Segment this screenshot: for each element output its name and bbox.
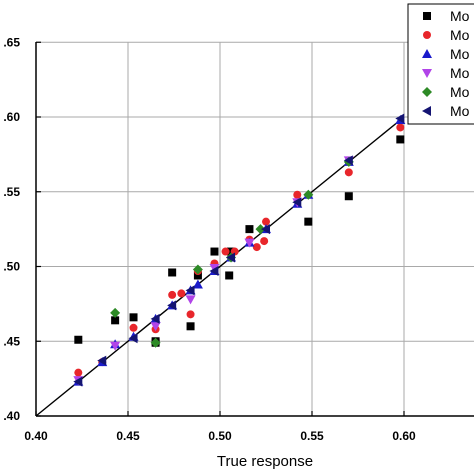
legend-box <box>407 3 474 125</box>
data-point-square <box>186 322 195 331</box>
legend-label: Mo <box>450 84 470 100</box>
y-tick-label: .40 <box>3 409 20 423</box>
y-tick-label: .65 <box>3 35 20 49</box>
plot-area <box>36 42 474 416</box>
y-tick-label: .60 <box>3 110 20 124</box>
data-point-circle <box>168 290 177 299</box>
data-point-square <box>245 225 254 234</box>
legend: Mo Mo Mo Mo Mo Mo <box>407 3 474 125</box>
legend-marker-triangle-left <box>422 106 431 116</box>
data-point-circle <box>260 237 269 246</box>
legend-marker-triangle-down <box>422 69 432 78</box>
data-point-triangle-left <box>167 300 177 311</box>
data-point-triangle-left <box>209 265 219 276</box>
data-point-circle <box>186 310 195 319</box>
data-point-circle <box>252 243 261 252</box>
x-tick-label: 0.50 <box>208 429 232 443</box>
data-point-square <box>74 335 83 344</box>
data-point-circle <box>230 247 239 256</box>
data-point-circle <box>396 123 405 132</box>
axis-ticks: 0.40 0.45 0.50 0.55 0.60 .40 .45 .50 .55 .60 .65 <box>3 35 416 443</box>
legend-label: Mo <box>450 8 470 24</box>
data-point-square <box>168 268 177 277</box>
data-point-triangle-down <box>244 238 255 248</box>
data-point-triangle-down <box>150 322 161 332</box>
x-tick-label: 0.60 <box>392 429 416 443</box>
x-axis-title: True response <box>217 453 313 470</box>
legend-label: Mo <box>450 27 470 43</box>
data-point-square <box>304 217 313 226</box>
grid-lines <box>36 41 474 416</box>
data-point-triangle-left <box>226 252 236 263</box>
data-points <box>73 113 406 387</box>
data-point-triangle-up <box>192 279 203 289</box>
data-point-diamond <box>303 189 314 200</box>
data-point-diamond <box>150 337 161 348</box>
data-point-circle <box>177 289 186 298</box>
legend-marker-diamond <box>422 87 432 97</box>
data-point-triangle-left <box>185 285 195 296</box>
data-point-triangle-left <box>343 155 353 166</box>
legend-marker-triangle-up <box>422 49 432 58</box>
data-point-triangle-down <box>185 295 196 305</box>
data-point-square <box>396 135 405 144</box>
x-tick-label: 0.40 <box>24 429 48 443</box>
data-point-triangle-left <box>73 376 83 387</box>
data-point-circle <box>293 190 302 199</box>
data-point-diamond <box>255 224 266 235</box>
data-point-triangle-down <box>110 341 121 351</box>
legend-label: Mo <box>450 65 470 81</box>
data-point-triangle-left <box>395 113 405 124</box>
data-point-square <box>129 313 138 322</box>
legend-label: Mo <box>450 46 470 62</box>
data-point-triangle-left <box>128 333 138 344</box>
data-point-triangle-left <box>150 313 160 324</box>
data-point-circle <box>221 247 230 256</box>
data-point-circle <box>129 323 138 332</box>
data-point-square <box>193 271 202 280</box>
y-tick-label: .50 <box>3 260 20 274</box>
data-point-triangle-left <box>261 224 270 235</box>
legend-label: Mo <box>450 103 470 119</box>
legend-marker-square <box>423 12 431 20</box>
data-point-square <box>210 247 219 256</box>
data-point-square <box>344 192 353 201</box>
legend-marker-circle <box>423 31 431 39</box>
series-6-triangle-left <box>73 113 405 387</box>
data-point-circle <box>262 217 270 226</box>
data-point-triangle-left <box>292 197 302 208</box>
data-point-triangle-left <box>97 355 107 366</box>
data-point-square <box>225 271 234 280</box>
y-tick-label: .55 <box>3 185 20 199</box>
data-point-circle <box>344 168 353 177</box>
x-tick-label: 0.45 <box>116 429 140 443</box>
data-point-diamond <box>110 307 121 318</box>
data-point-circle <box>74 368 83 377</box>
x-tick-label: 0.55 <box>300 429 324 443</box>
data-point-square <box>111 316 120 325</box>
data-point-diamond <box>192 264 203 275</box>
y-tick-label: .45 <box>3 334 20 348</box>
